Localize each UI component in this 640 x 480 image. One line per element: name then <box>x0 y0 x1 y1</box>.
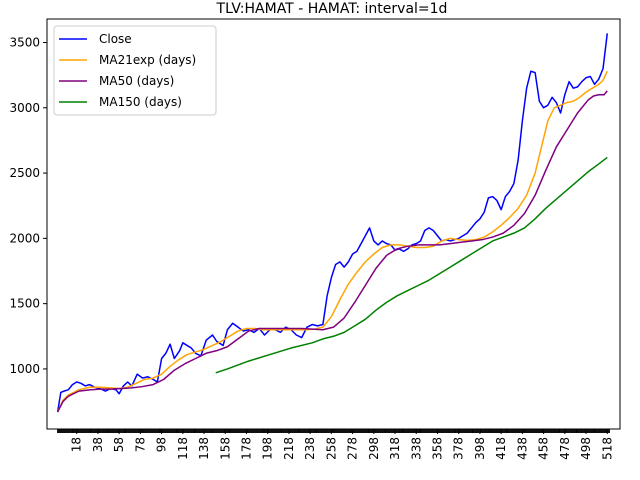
x-tick-label-25: 518 <box>600 437 614 460</box>
x-tick-label-10: 218 <box>282 437 296 460</box>
x-tick-label-23: 478 <box>558 437 572 460</box>
x-tick-label-8: 178 <box>239 437 253 460</box>
plot-area <box>56 33 609 413</box>
series-line-2 <box>56 90 608 413</box>
x-tick-label-5: 118 <box>176 437 190 460</box>
x-tick-label-15: 318 <box>388 437 402 460</box>
x-tick-label-14: 298 <box>367 437 381 460</box>
series-line-3 <box>215 156 608 374</box>
x-tick-label-24: 498 <box>579 437 593 460</box>
x-tick-label-12: 258 <box>324 437 338 460</box>
legend-label-3: MA150 (days) <box>99 95 182 109</box>
x-tick-label-20: 418 <box>494 437 508 460</box>
y-tick-label-1: 1500 <box>9 297 40 311</box>
series-line-1 <box>56 70 608 413</box>
x-tick-label-1: 38 <box>91 437 105 452</box>
y-tick-label-3: 2500 <box>9 166 40 180</box>
x-minor-ticks <box>57 429 610 433</box>
x-tick-label-16: 338 <box>409 437 423 460</box>
y-tick-label-2: 2000 <box>9 231 40 245</box>
y-tick-label-4: 3000 <box>9 101 40 115</box>
x-tick-label-4: 98 <box>155 437 169 452</box>
y-tick-label-0: 1000 <box>9 362 40 376</box>
y-tick-label-5: 3500 <box>9 36 40 50</box>
x-tick-label-22: 458 <box>537 437 551 460</box>
legend-label-2: MA50 (days) <box>99 74 174 88</box>
x-tick-label-21: 438 <box>515 437 529 460</box>
legend-label-0: Close <box>99 32 132 46</box>
x-tick-label-18: 378 <box>452 437 466 460</box>
legend-box <box>53 25 217 116</box>
x-tick-label-13: 278 <box>346 437 360 460</box>
x-tick-label-0: 18 <box>70 437 84 452</box>
legend: Close MA21exp (days) MA50 (days) MA150 (day… <box>53 25 217 116</box>
x-tick-label-19: 398 <box>473 437 487 460</box>
x-tick-label-7: 158 <box>218 437 232 460</box>
series-line-0 <box>56 33 609 413</box>
chart-title: TLV:HAMAT - HAMAT: interval=1d <box>216 1 448 17</box>
x-tick-label-11: 238 <box>303 437 317 460</box>
axes: 1000 1500 2000 2500 3000 3500 18 38 58 78 98 118 138… <box>9 18 621 460</box>
x-tick-label-2: 58 <box>112 437 126 452</box>
x-tick-label-3: 78 <box>133 437 147 452</box>
legend-label-1: MA21exp (days) <box>99 53 196 67</box>
x-tick-label-9: 198 <box>261 437 275 460</box>
x-tick-label-6: 138 <box>197 437 211 460</box>
x-tick-label-17: 358 <box>430 437 444 460</box>
axes-frame <box>46 18 621 430</box>
